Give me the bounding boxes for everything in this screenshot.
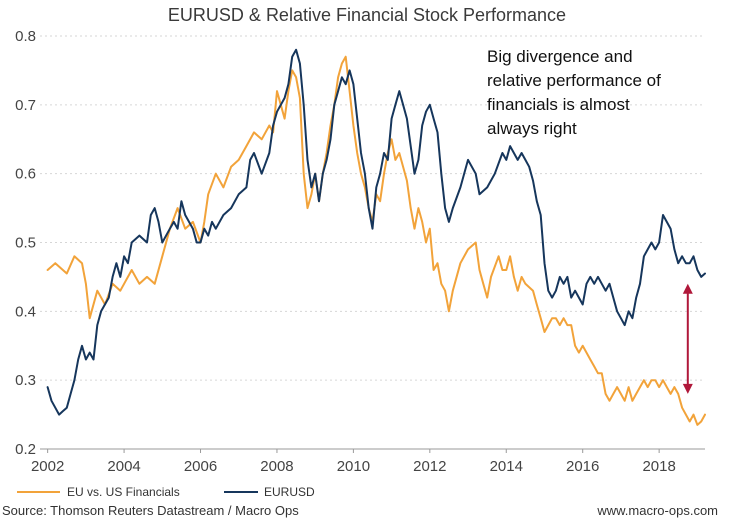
x-tick-label: 2010 [337, 458, 370, 475]
chart-title: EURUSD & Relative Financial Stock Perfor… [168, 5, 566, 25]
y-tick-label: 0.8 [15, 28, 36, 45]
divergence-arrow-head-top [682, 283, 693, 294]
x-tick-label: 2008 [260, 458, 293, 475]
x-tick-label: 2004 [107, 458, 140, 475]
x-tick-label: 2012 [413, 458, 446, 475]
y-tick-label: 0.7 [15, 97, 36, 114]
legend-label-financials: EU vs. US Financials [67, 485, 180, 499]
annotation-line: Big divergence and [487, 47, 633, 66]
x-tick-label: 2006 [184, 458, 217, 475]
y-tick-label: 0.2 [15, 441, 36, 458]
x-axis-ticks: 2002 2004 2006 2008 2010 2012 2014 2016 2018 [31, 449, 676, 475]
series-line-eurusd [46, 48, 706, 416]
annotation-text: Big divergence and relative performance … [487, 47, 661, 138]
divergence-arrow-head-bottom [682, 383, 693, 394]
annotation-line: always right [487, 119, 577, 138]
y-tick-label: 0.5 [15, 235, 36, 252]
legend: EU vs. US Financials EURUSD [17, 485, 315, 499]
website-link[interactable]: www.macro-ops.com [596, 503, 718, 518]
x-tick-label: 2016 [566, 458, 599, 475]
y-tick-label: 0.3 [15, 372, 36, 389]
legend-label-eurusd: EURUSD [264, 485, 315, 499]
annotation-line: financials is almost [487, 95, 630, 114]
gridlines [40, 35, 705, 381]
series-lines [46, 48, 706, 426]
y-tick-label: 0.4 [15, 303, 36, 320]
series-line-eu-vs-us-financials [46, 55, 706, 426]
x-tick-label: 2014 [490, 458, 523, 475]
y-axis-ticks: 0.2 0.3 0.4 0.5 0.6 0.7 0.8 [15, 28, 36, 458]
source-note: Source: Thomson Reuters Datastream / Mac… [2, 503, 299, 518]
y-tick-label: 0.6 [15, 166, 36, 183]
annotation-line: relative performance of [487, 71, 661, 90]
divergence-arrow [682, 283, 693, 394]
x-tick-label: 2018 [642, 458, 675, 475]
x-tick-label: 2002 [31, 458, 64, 475]
